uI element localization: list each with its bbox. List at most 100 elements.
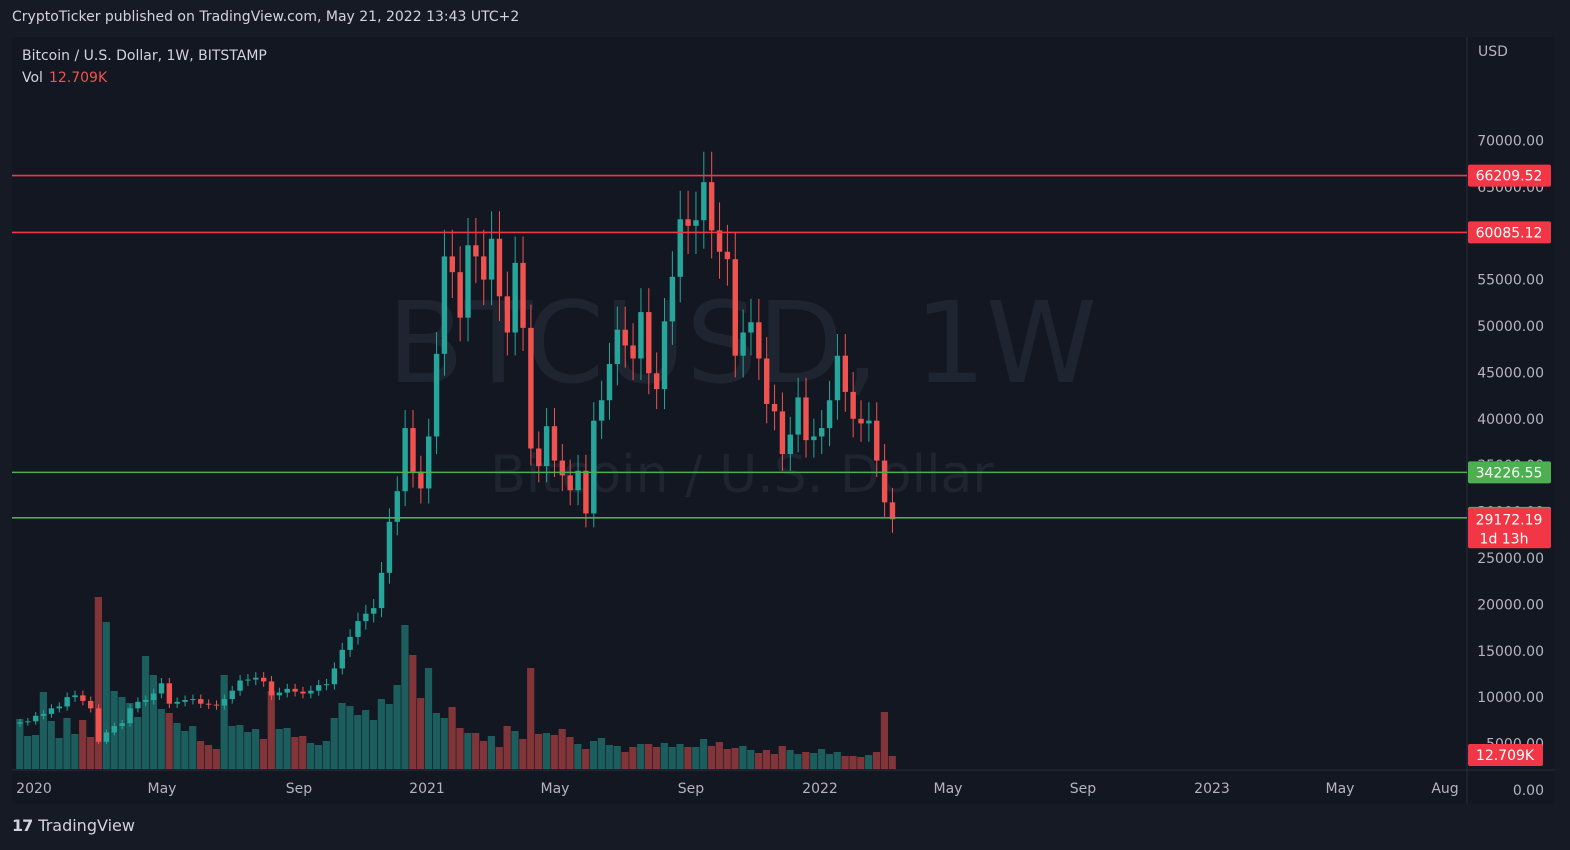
candle-body (386, 521, 393, 573)
candle-body (433, 353, 440, 437)
candle-body (630, 345, 636, 359)
volume-bar (865, 755, 873, 769)
volume-bar (354, 715, 362, 769)
candle-body (292, 688, 298, 692)
volume-bar (338, 703, 346, 769)
volume-bar (102, 622, 110, 769)
volume-bar (503, 726, 511, 769)
x-tick-label: May (541, 781, 570, 797)
candle-body (80, 695, 86, 701)
volume-bar (424, 668, 433, 769)
candle-body (213, 704, 220, 706)
last-volume-label-bg (1468, 744, 1543, 766)
candle-body (646, 312, 652, 374)
volume-bar (275, 729, 283, 769)
volume-bar (762, 750, 771, 769)
candle-body (583, 470, 589, 514)
candle-body (889, 502, 896, 520)
volume-bar (189, 726, 197, 769)
volume-bar (574, 744, 582, 769)
candle-body (528, 327, 534, 449)
candle-body (95, 708, 102, 742)
volume-bar (409, 655, 417, 769)
candle-body (245, 679, 251, 681)
volume-bar (637, 744, 645, 769)
volume-legend: Vol 12.709K (22, 67, 267, 89)
support-level-label-bg (1468, 461, 1551, 484)
volume-bar (880, 712, 888, 769)
volume-bar (645, 744, 653, 769)
volume-bar (700, 739, 708, 769)
candle-body (103, 732, 110, 742)
volume-bar (629, 747, 637, 769)
candle-body (669, 276, 676, 322)
volume-bar (582, 749, 590, 769)
volume-bar (236, 725, 244, 769)
volume-bar (149, 675, 158, 769)
y-tick-label: 25000.00 (1477, 551, 1544, 567)
candle-body (488, 238, 495, 280)
candle-body (135, 701, 141, 709)
candle-body (512, 262, 518, 333)
x-tick-label: 2023 (1194, 781, 1230, 797)
candle-body (764, 358, 770, 404)
candle-body (371, 608, 377, 614)
volume-bar (707, 746, 716, 769)
candle-body (33, 715, 39, 722)
candle-body (158, 683, 165, 694)
x-tick-label: 2021 (409, 781, 445, 797)
candle-body (284, 688, 290, 693)
volume-bar (676, 744, 684, 769)
volume-bar (660, 743, 668, 769)
y-tick-label: 40000.00 (1477, 412, 1544, 428)
volume-bar (252, 729, 260, 769)
volume-bar (479, 741, 488, 769)
candle-body (88, 700, 94, 709)
publisher-header: CryptoTicker published on TradingView.co… (12, 9, 520, 25)
volume-bar (432, 713, 440, 769)
volume-bar (47, 721, 55, 769)
y-tick-label: 15000.00 (1477, 644, 1544, 660)
candle-body (842, 355, 848, 392)
volume-bar (448, 707, 456, 769)
volume-bar (597, 738, 606, 769)
candle-body (481, 256, 487, 280)
candle-body (520, 262, 526, 328)
candle-body (229, 690, 235, 700)
volume-bar (487, 736, 495, 769)
candle-body (174, 701, 180, 704)
candle-body (331, 668, 338, 685)
bar-countdown-label: 1d 13h (1480, 531, 1529, 547)
volume-bar (16, 719, 24, 769)
candle-body (575, 470, 581, 491)
candle-body (339, 649, 345, 669)
volume-bar (456, 728, 464, 769)
volume-bar (322, 741, 330, 769)
candle-body (504, 296, 511, 333)
candle-body (834, 355, 841, 401)
candle-body (638, 312, 644, 359)
volume-bar (267, 691, 275, 769)
volume-bar (872, 752, 881, 769)
volume-bar (613, 746, 621, 769)
resistance-level-label-bg (1468, 221, 1551, 244)
volume-bar (739, 746, 747, 769)
volume-bar (118, 697, 126, 769)
candle-body (858, 418, 864, 424)
volume-bar (770, 754, 778, 769)
volume-bar (55, 738, 63, 769)
volume-bar (362, 710, 370, 769)
candle-body (598, 400, 605, 421)
candle-body (473, 245, 479, 257)
tradingview-brand[interactable]: 17 TradingView (12, 816, 135, 835)
candle-body (64, 697, 70, 707)
candle-body (866, 420, 872, 424)
volume-bar (527, 668, 535, 769)
chart-legend: Bitcoin / U.S. Dollar, 1W, BITSTAMP Vol 1… (22, 45, 267, 89)
candle-body (724, 251, 731, 260)
volume-bar (817, 749, 826, 769)
candle-body (268, 681, 275, 696)
candle-body (465, 245, 471, 318)
